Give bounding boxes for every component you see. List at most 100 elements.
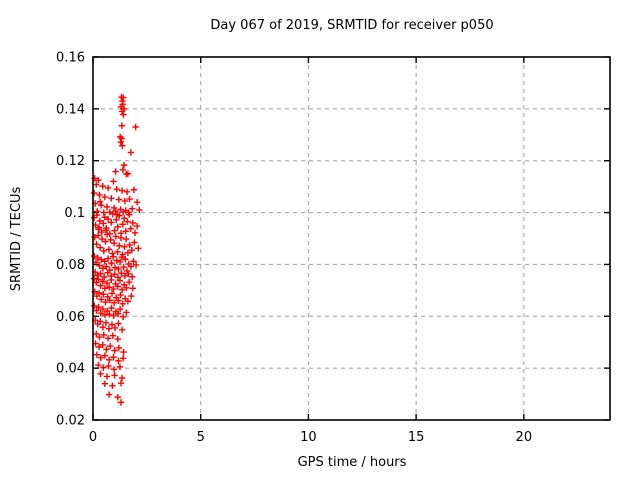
data-point-marker xyxy=(120,263,127,271)
data-point-marker xyxy=(93,181,100,188)
data-point-marker xyxy=(127,149,135,156)
data-point-marker xyxy=(100,247,107,255)
data-point-marker xyxy=(97,270,104,277)
data-point-marker xyxy=(130,258,137,265)
data-point-marker xyxy=(103,279,111,287)
data-point-marker xyxy=(94,232,102,239)
data-point-marker xyxy=(109,250,116,257)
data-point-marker xyxy=(95,361,102,369)
data-point-marker xyxy=(101,311,109,319)
data-point-marker xyxy=(111,271,118,278)
data-point-marker xyxy=(95,289,103,297)
data-point-marker xyxy=(107,236,114,243)
data-point-marker xyxy=(101,352,109,359)
data-point-marker xyxy=(93,241,100,248)
data-point-marker xyxy=(122,235,130,243)
data-point-marker xyxy=(114,335,121,343)
data-point-marker xyxy=(97,370,104,378)
data-point-marker xyxy=(101,273,108,281)
data-point-marker xyxy=(116,242,123,249)
data-point-marker xyxy=(101,214,109,221)
x-tick-label: 0 xyxy=(89,430,97,445)
data-point-marker xyxy=(110,366,118,373)
data-point-marker xyxy=(108,304,115,312)
data-point-marker xyxy=(108,290,116,297)
data-point-marker xyxy=(100,291,107,298)
data-point-marker xyxy=(104,231,111,238)
data-point-marker xyxy=(121,272,129,280)
data-point-layer xyxy=(90,93,143,406)
data-point-marker xyxy=(115,265,122,273)
data-point-marker xyxy=(119,142,126,149)
x-axis-label: GPS time / hours xyxy=(298,455,407,470)
data-point-marker xyxy=(99,278,106,285)
data-point-marker xyxy=(110,285,117,293)
chart-title: Day 067 of 2019, SRMTID for receiver p05… xyxy=(210,18,493,33)
data-point-marker xyxy=(94,272,101,279)
data-point-marker xyxy=(97,309,104,317)
data-point-marker xyxy=(115,196,123,203)
data-point-marker xyxy=(127,263,135,270)
y-tick-label: 0.08 xyxy=(56,258,85,273)
data-point-marker xyxy=(101,258,108,265)
data-point-marker xyxy=(117,234,125,242)
data-point-marker xyxy=(136,206,143,214)
data-point-marker xyxy=(104,255,112,262)
data-point-marker xyxy=(124,298,132,305)
data-point-marker xyxy=(104,184,112,192)
data-point-marker xyxy=(125,278,133,286)
data-point-marker xyxy=(124,249,132,256)
data-point-marker xyxy=(119,208,127,216)
data-point-marker xyxy=(130,186,138,193)
data-point-marker xyxy=(109,382,116,389)
data-point-marker xyxy=(114,223,121,231)
data-point-marker xyxy=(109,332,117,339)
data-point-marker xyxy=(97,318,104,325)
data-point-marker xyxy=(99,182,106,190)
data-point-marker xyxy=(114,283,121,290)
data-point-marker xyxy=(96,217,104,225)
data-point-marker xyxy=(117,138,124,146)
data-point-marker xyxy=(108,195,115,202)
data-point-marker xyxy=(129,273,136,281)
data-point-marker xyxy=(101,380,109,387)
data-point-marker xyxy=(110,178,117,185)
data-point-marker xyxy=(132,261,140,269)
data-point-marker xyxy=(111,264,119,271)
x-tick-label: 10 xyxy=(300,430,317,445)
data-point-marker xyxy=(98,228,105,236)
data-point-marker xyxy=(105,284,113,291)
data-point-marker xyxy=(119,313,127,321)
data-point-marker xyxy=(99,341,106,349)
data-point-marker xyxy=(98,235,106,243)
data-point-marker xyxy=(108,259,115,267)
data-point-marker xyxy=(95,304,102,311)
data-point-marker xyxy=(97,354,104,361)
data-point-marker xyxy=(107,342,114,350)
data-point-marker xyxy=(97,202,105,209)
data-point-marker xyxy=(93,211,101,219)
x-tick-label: 15 xyxy=(408,430,425,445)
data-point-marker xyxy=(102,227,110,234)
data-point-marker xyxy=(105,246,113,253)
data-point-marker xyxy=(104,269,111,276)
y-tick-label: 0.1 xyxy=(64,206,85,221)
data-point-marker xyxy=(114,310,122,317)
data-point-marker xyxy=(105,391,113,398)
data-point-marker xyxy=(110,253,117,260)
data-point-marker xyxy=(106,297,114,304)
data-point-marker xyxy=(118,108,126,115)
data-point-marker xyxy=(135,245,142,252)
x-tick-label: 5 xyxy=(197,430,205,445)
data-point-marker xyxy=(112,233,120,240)
data-point-marker xyxy=(118,286,126,294)
data-point-marker xyxy=(121,243,128,250)
data-point-marker xyxy=(97,282,104,289)
data-point-marker xyxy=(125,211,133,218)
data-point-marker xyxy=(95,343,103,351)
data-point-marker xyxy=(115,357,122,365)
data-point-marker xyxy=(103,346,110,353)
data-point-marker xyxy=(123,267,131,275)
data-point-marker xyxy=(127,225,134,232)
